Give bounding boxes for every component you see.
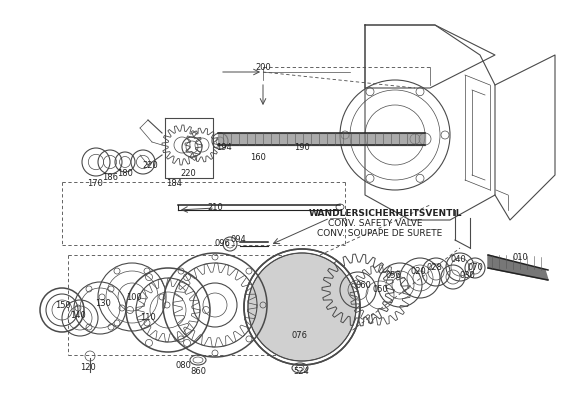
Text: 094: 094 <box>230 236 246 244</box>
Text: 184: 184 <box>166 178 182 188</box>
Text: 220: 220 <box>142 160 158 170</box>
Text: 210: 210 <box>207 204 223 212</box>
Text: 860: 860 <box>190 368 206 376</box>
Text: 030: 030 <box>459 270 475 280</box>
Text: 186: 186 <box>102 174 118 182</box>
Text: 220: 220 <box>180 168 196 178</box>
Text: 020: 020 <box>410 268 426 276</box>
Text: 070: 070 <box>467 264 483 272</box>
Polygon shape <box>488 255 548 280</box>
Text: 190: 190 <box>294 144 310 152</box>
Text: 060: 060 <box>355 280 371 290</box>
Text: 040: 040 <box>450 256 466 264</box>
Text: 050: 050 <box>372 286 388 294</box>
Text: 200: 200 <box>255 62 271 72</box>
Text: CONV. SAFETY VALVE: CONV. SAFETY VALVE <box>328 218 422 228</box>
Text: 056: 056 <box>385 272 401 280</box>
Text: 100: 100 <box>126 292 142 302</box>
Text: 180: 180 <box>117 170 133 178</box>
Text: WANDLERSICHERHEITSVENTIL: WANDLERSICHERHEITSVENTIL <box>308 208 462 218</box>
Text: 160: 160 <box>250 154 266 162</box>
Text: 028: 028 <box>426 264 442 272</box>
Text: 170: 170 <box>87 178 103 188</box>
Text: 080: 080 <box>175 360 191 370</box>
Text: 120: 120 <box>80 364 96 372</box>
Text: 194: 194 <box>216 144 232 152</box>
Circle shape <box>248 253 356 361</box>
Text: 110: 110 <box>140 314 156 322</box>
Text: 140: 140 <box>70 310 86 320</box>
Text: 096: 096 <box>214 238 230 248</box>
Text: 076: 076 <box>292 330 308 340</box>
Text: 524: 524 <box>293 368 309 376</box>
Text: 010: 010 <box>512 254 528 262</box>
Text: CONV. SOUPAPE DE SURETE: CONV. SOUPAPE DE SURETE <box>318 228 443 238</box>
Text: 150: 150 <box>55 300 71 310</box>
Text: 130: 130 <box>95 298 111 308</box>
